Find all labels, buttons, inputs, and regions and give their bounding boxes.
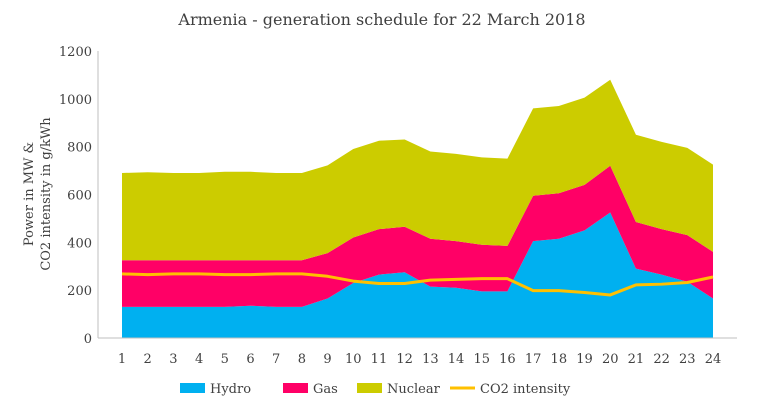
x-tick-label: 18 bbox=[551, 352, 568, 367]
area-nuclear bbox=[122, 79, 713, 261]
chart-title: Armenia - generation schedule for 22 Mar… bbox=[177, 10, 585, 29]
x-tick-label: 24 bbox=[705, 352, 722, 367]
area-hydro bbox=[122, 212, 713, 338]
x-tick-label: 4 bbox=[195, 352, 203, 367]
y-tick-label: 1000 bbox=[59, 93, 92, 108]
y-tick-label: 800 bbox=[67, 141, 92, 156]
x-tick-label: 21 bbox=[628, 352, 645, 367]
x-tick-label: 14 bbox=[448, 352, 465, 367]
y-tick-label: 200 bbox=[67, 284, 92, 299]
legend-swatch-hydro bbox=[180, 383, 205, 393]
x-tick-label: 8 bbox=[298, 352, 306, 367]
legend-label-nuclear: Nuclear bbox=[387, 382, 441, 397]
legend-swatch-nuclear bbox=[357, 383, 382, 393]
y-axis-label-line-2: CO2 intensity in g/kWh bbox=[39, 117, 54, 271]
area-layer bbox=[122, 79, 713, 338]
y-tick-label: 600 bbox=[67, 189, 92, 204]
x-tick-label: 13 bbox=[422, 352, 439, 367]
x-tick-label: 19 bbox=[576, 352, 593, 367]
legend-label-co2-intensity: CO2 intensity bbox=[480, 382, 571, 397]
legend: Hydro Gas Nuclear CO2 intensity bbox=[180, 382, 571, 397]
x-tick-label: 22 bbox=[653, 352, 670, 367]
legend-swatch-gas bbox=[283, 383, 308, 393]
y-tick-label: 1200 bbox=[59, 45, 92, 60]
x-tick-label: 7 bbox=[272, 352, 280, 367]
x-tick-label: 1 bbox=[118, 352, 126, 367]
y-tick-label: 0 bbox=[84, 332, 92, 347]
x-tick-label: 9 bbox=[323, 352, 331, 367]
y-tick-label: 400 bbox=[67, 236, 92, 251]
x-tick-label: 2 bbox=[144, 352, 152, 367]
x-tick-label: 12 bbox=[396, 352, 413, 367]
x-tick-label: 20 bbox=[602, 352, 619, 367]
x-tick-label: 11 bbox=[371, 352, 388, 367]
x-tick-label: 23 bbox=[679, 352, 696, 367]
line-co2-intensity bbox=[121, 272, 714, 297]
x-tick-label: 10 bbox=[345, 352, 362, 367]
x-tick-label: 6 bbox=[246, 352, 254, 367]
x-tick-label: 16 bbox=[499, 352, 516, 367]
x-tick-label: 5 bbox=[221, 352, 229, 367]
legend-label-hydro: Hydro bbox=[210, 382, 251, 397]
x-tick-label: 3 bbox=[169, 352, 177, 367]
line-layer bbox=[121, 272, 714, 297]
area-gas bbox=[122, 165, 713, 307]
y-axis-label-line-1: Power in MW & bbox=[22, 142, 37, 246]
x-tick-label: 15 bbox=[473, 352, 490, 367]
legend-label-gas: Gas bbox=[313, 382, 338, 397]
x-tick-label: 17 bbox=[525, 352, 542, 367]
